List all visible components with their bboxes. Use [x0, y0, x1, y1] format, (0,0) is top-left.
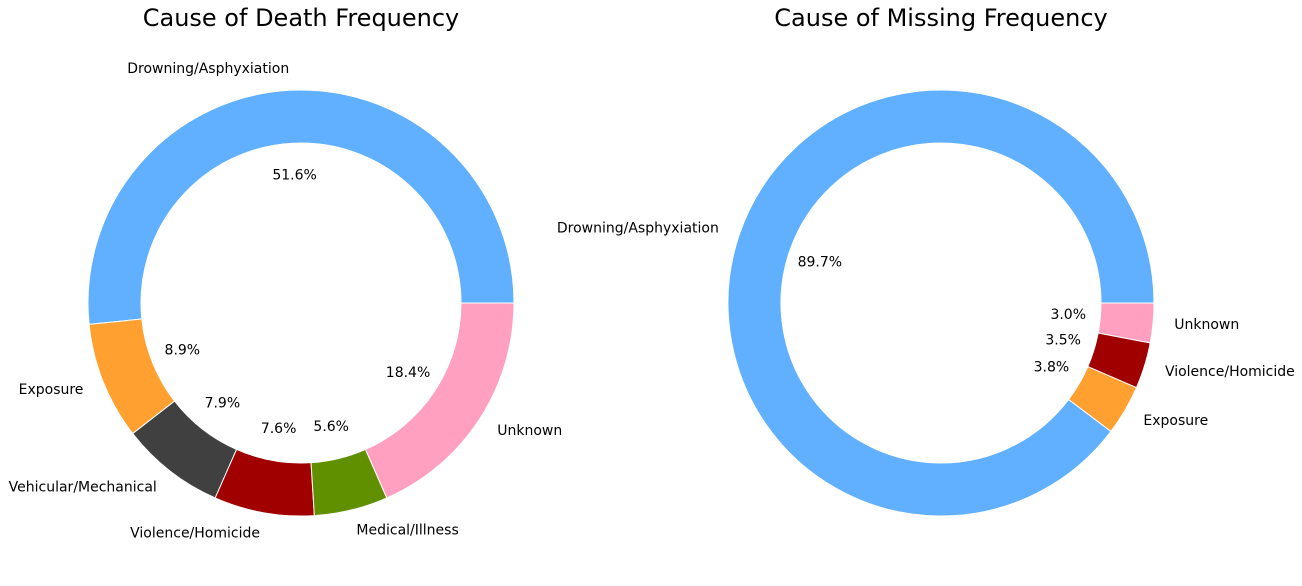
- slice-label-exposure: Exposure: [1143, 413, 1208, 429]
- percent-label-drowning-asphyxiation: 89.7%: [798, 254, 842, 270]
- slice-group: [87, 89, 515, 517]
- missing-donut-chart: Cause of Missing Frequency Drowning/Asph…: [557, 4, 1295, 517]
- slice-label-vehicular-mechanical: Vehicular/Mechanical: [9, 480, 157, 496]
- chart-title: Cause of Death Frequency: [143, 4, 460, 32]
- slice-group: [727, 89, 1155, 517]
- percent-label-unknown: 3.0%: [1050, 307, 1086, 323]
- slice-label-unknown: Unknown: [497, 423, 562, 439]
- percent-label-medical-illness: 5.6%: [313, 419, 349, 435]
- slice-unknown: [1097, 302, 1155, 344]
- percent-label-violence-homicide: 3.5%: [1045, 333, 1081, 349]
- slice-label-violence-homicide: Violence/Homicide: [130, 526, 260, 542]
- percent-label-unknown: 18.4%: [386, 365, 430, 381]
- label-group: Drowning/Asphyxiation 51.6% Exposure 8.9% Ve…: [9, 61, 563, 542]
- chart-title: Cause of Missing Frequency: [774, 4, 1107, 32]
- slice-unknown: [364, 302, 515, 499]
- label-group: Drowning/Asphyxiation 89.7% Exposure 3.8% Vi…: [557, 221, 1295, 429]
- slice-label-medical-illness: Medical/Illness: [356, 523, 458, 539]
- percent-label-drowning-asphyxiation: 51.6%: [272, 167, 316, 183]
- slice-label-exposure: Exposure: [19, 382, 84, 398]
- slice-label-drowning-asphyxiation: Drowning/Asphyxiation: [127, 61, 289, 77]
- percent-label-exposure: 8.9%: [165, 342, 201, 358]
- slice-drowning-asphyxiation: [727, 89, 1155, 517]
- slice-label-drowning-asphyxiation: Drowning/Asphyxiation: [557, 221, 719, 237]
- percent-label-violence-homicide: 7.6%: [261, 421, 297, 437]
- percent-label-vehicular-mechanical: 7.9%: [205, 396, 241, 412]
- death-donut-chart: Cause of Death Frequency Drowning/Asphyx…: [9, 4, 563, 542]
- slice-label-violence-homicide: Violence/Homicide: [1165, 364, 1295, 380]
- percent-label-exposure: 3.8%: [1034, 359, 1070, 375]
- slice-label-unknown: Unknown: [1174, 317, 1239, 333]
- slice-drowning-asphyxiation: [87, 89, 515, 325]
